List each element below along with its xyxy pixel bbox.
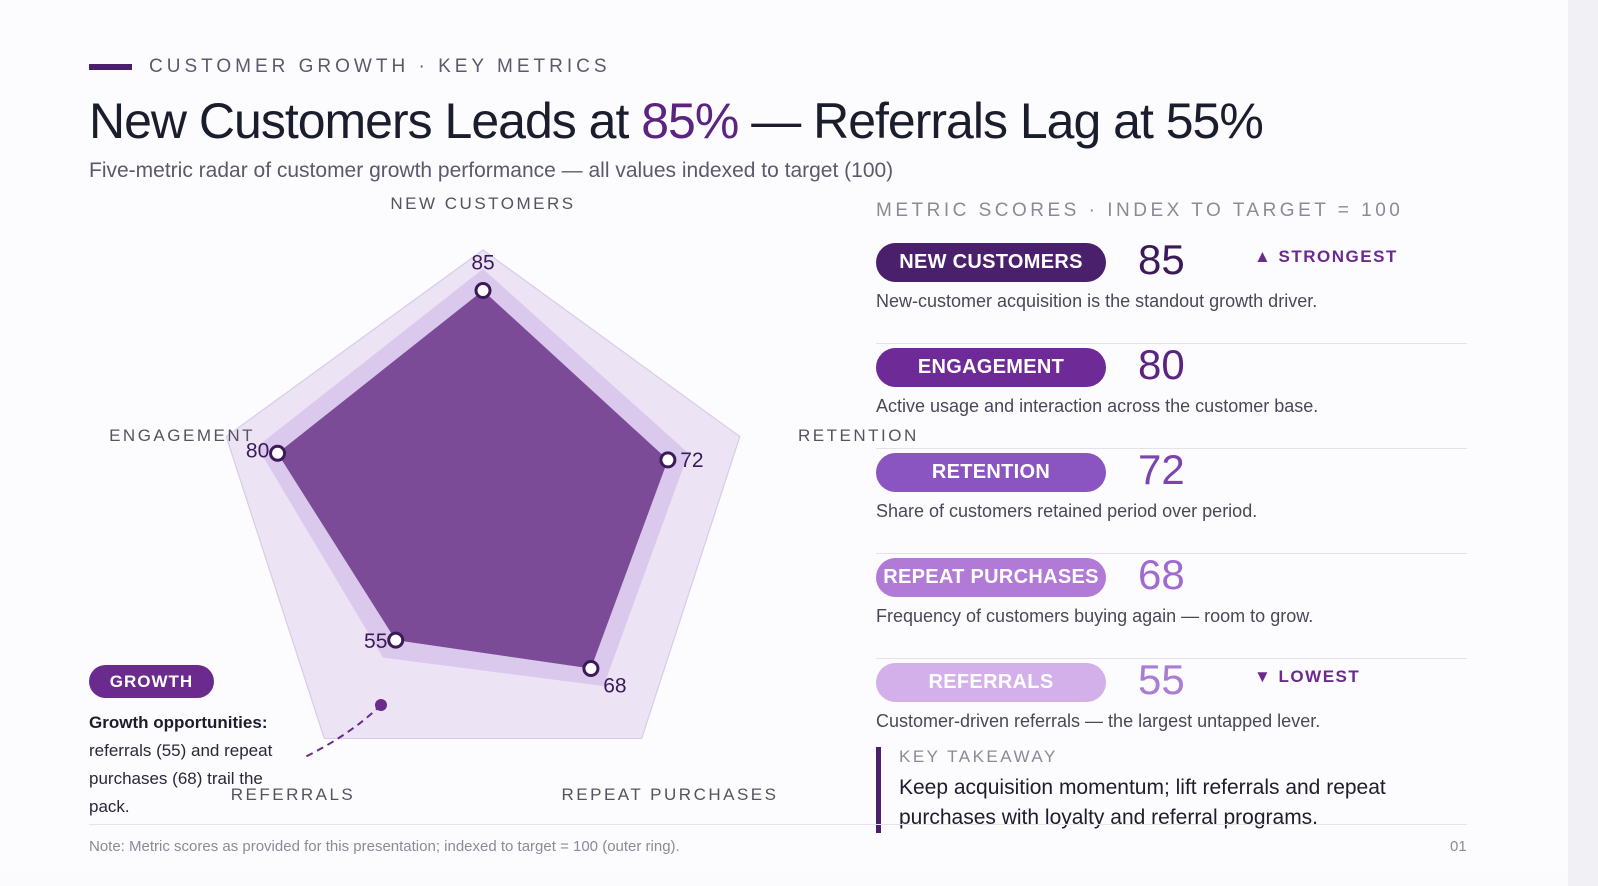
axis-label-repeat-purchases: REPEAT PURCHASES <box>562 785 779 804</box>
metric-score: 68 <box>1138 551 1185 598</box>
title-part-1: New Customers Leads at <box>89 93 642 149</box>
eyebrow-bar <box>89 64 132 70</box>
growth-note-heading: Growth opportunities: <box>89 713 268 732</box>
metric-score: 85 <box>1138 236 1185 283</box>
value-label: 85 <box>471 252 494 275</box>
value-label: 72 <box>680 449 703 472</box>
growth-note: Growth opportunities: referrals (55) and… <box>89 709 299 821</box>
annotation-dot <box>375 699 387 711</box>
metric-row-engagement: ENGAGEMENT 80 Active usage and interacti… <box>876 341 1467 449</box>
annotation-connector <box>302 704 382 759</box>
key-takeaway: KEY TAKEAWAY Keep acquisition momentum; … <box>876 747 1459 833</box>
metric-pill: NEW CUSTOMERS <box>876 243 1106 282</box>
lowest-tag: ▼ LOWEST <box>1254 667 1361 686</box>
metric-score: 55 <box>1138 656 1185 703</box>
data-area <box>277 290 668 669</box>
metric-score: 80 <box>1138 341 1185 388</box>
metric-desc: New-customer acquisition is the standout… <box>876 291 1318 311</box>
page-title: New Customers Leads at 85% — Referrals L… <box>89 92 1264 150</box>
data-point <box>582 660 600 678</box>
title-part-2: — Referrals Lag at 55% <box>738 93 1264 149</box>
value-label: 68 <box>603 675 626 698</box>
metric-pill: RETENTION <box>876 453 1106 492</box>
metric-row-repeat-purchases: REPEAT PURCHASES 68 Frequency of custome… <box>876 551 1467 659</box>
metric-row-retention: RETENTION 72 Share of customers retained… <box>876 446 1467 554</box>
data-point <box>387 631 405 649</box>
data-point <box>474 282 492 299</box>
axis-label-referrals: REFERRALS <box>231 785 356 804</box>
growth-pill: GROWTH <box>89 665 214 698</box>
metric-desc: Active usage and interaction across the … <box>876 396 1319 416</box>
metric-pill: REFERRALS <box>876 663 1106 702</box>
data-point <box>269 444 287 462</box>
data-point <box>659 451 677 469</box>
metric-pill: REPEAT PURCHASES <box>876 558 1106 597</box>
metric-desc: Frequency of customers buying again — ro… <box>876 606 1314 626</box>
growth-note-body: referrals (55) and repeat purchases (68)… <box>89 741 273 816</box>
axis-label-retention: RETENTION <box>798 426 919 445</box>
eyebrow: CUSTOMER GROWTH · KEY METRICS <box>89 56 611 78</box>
strongest-tag: ▲ STRONGEST <box>1254 247 1398 266</box>
footer-divider <box>89 824 1467 825</box>
metric-row-referrals: REFERRALS 55 ▼ LOWEST Customer-driven re… <box>876 656 1467 763</box>
axis-label-engagement: ENGAGEMENT <box>109 426 255 445</box>
radar-chart: NEW CUSTOMERS RETENTION REPEAT PURCHASES RE… <box>109 194 919 804</box>
title-accent: 85% <box>641 93 739 149</box>
takeaway-text: Keep acquisition momentum; lift referral… <box>899 776 1386 829</box>
value-label: 55 <box>364 630 387 653</box>
scores-title: METRIC SCORES · INDEX TO TARGET = 100 <box>876 200 1404 221</box>
axis-label-new-customers: NEW CUSTOMERS <box>390 194 575 213</box>
value-label: 80 <box>246 439 269 462</box>
metric-pill: ENGAGEMENT <box>876 348 1106 387</box>
eyebrow-text: CUSTOMER GROWTH · KEY METRICS <box>149 56 611 77</box>
page-number: 01 <box>1450 838 1467 855</box>
footnote: Note: Metric scores as provided for this… <box>89 838 680 855</box>
slide-edge <box>1568 0 1598 886</box>
metric-desc: Share of customers retained period over … <box>876 501 1258 521</box>
metric-row-new-customers: NEW CUSTOMERS 85 ▲ STRONGEST New-custome… <box>876 236 1467 344</box>
takeaway-label: KEY TAKEAWAY <box>899 747 1058 766</box>
metric-desc: Customer-driven referrals — the largest … <box>876 711 1321 731</box>
page-subtitle: Five-metric radar of customer growth per… <box>89 159 894 182</box>
metric-score: 72 <box>1138 446 1185 493</box>
